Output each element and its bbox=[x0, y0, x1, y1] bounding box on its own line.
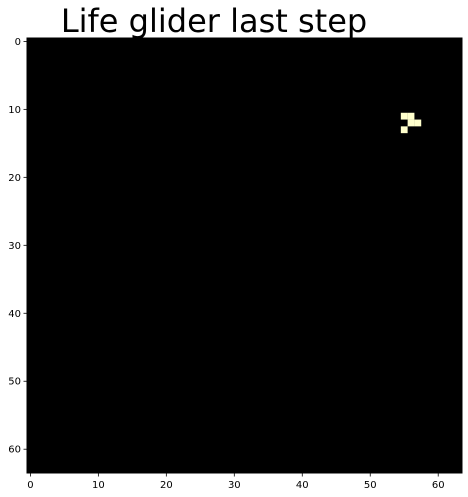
y-tick-label: 40 bbox=[8, 309, 21, 320]
x-tick-label: 0 bbox=[27, 480, 33, 491]
grid-background bbox=[27, 38, 462, 473]
live-cell bbox=[407, 112, 415, 120]
live-cell bbox=[400, 126, 408, 134]
y-tick-label: 0 bbox=[15, 37, 21, 48]
x-tick-label: 20 bbox=[160, 480, 173, 491]
plot-area bbox=[26, 37, 463, 474]
x-tick-label: 60 bbox=[432, 480, 445, 491]
live-cells bbox=[400, 112, 422, 134]
y-tick-label: 10 bbox=[8, 105, 21, 116]
live-cell bbox=[414, 119, 422, 127]
y-axis: 0 10 20 30 40 50 60 bbox=[8, 37, 27, 456]
x-tick-label: 10 bbox=[92, 480, 105, 491]
x-tick-label: 30 bbox=[228, 480, 241, 491]
y-tick-label: 20 bbox=[8, 173, 21, 184]
axes-frame bbox=[26, 37, 463, 474]
live-cell bbox=[407, 119, 415, 127]
x-tick-label: 40 bbox=[296, 480, 309, 491]
chart-title: Life glider last step bbox=[61, 2, 367, 40]
y-tick-label: 60 bbox=[8, 445, 21, 456]
y-tick-label: 50 bbox=[8, 377, 21, 388]
y-tick-label: 30 bbox=[8, 241, 21, 252]
x-axis: 0 10 20 30 40 50 60 bbox=[27, 473, 445, 491]
live-cell bbox=[400, 112, 408, 120]
x-tick-label: 50 bbox=[364, 480, 377, 491]
